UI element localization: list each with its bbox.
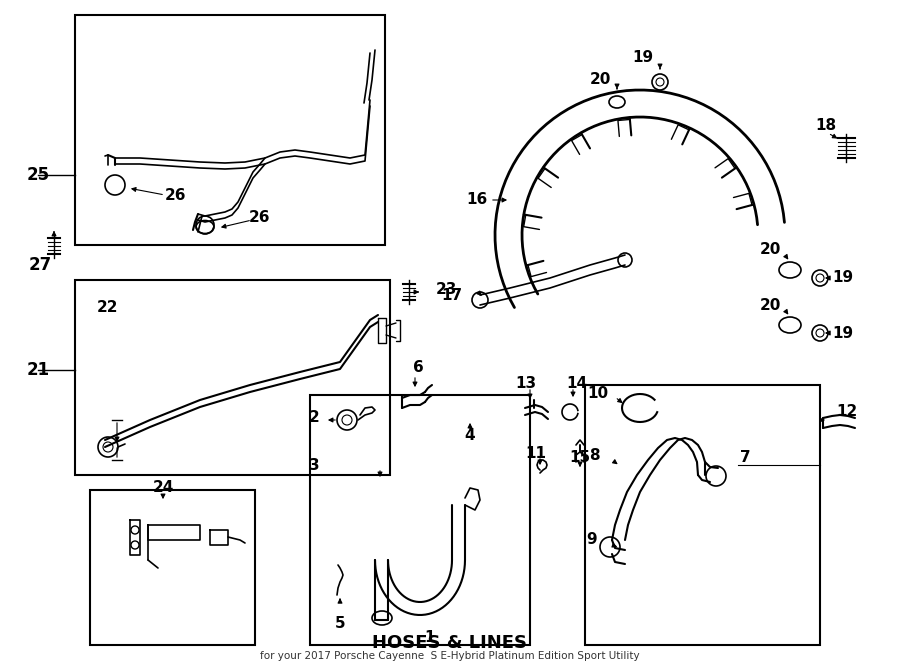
Text: 21: 21 [26, 361, 50, 379]
Text: 23: 23 [436, 282, 457, 297]
Text: 8: 8 [590, 447, 600, 463]
Text: 9: 9 [587, 533, 597, 547]
Text: 15: 15 [570, 451, 590, 465]
Text: 14: 14 [566, 375, 588, 391]
Bar [90, 490, 255, 645]
Text: 25: 25 [26, 166, 50, 184]
Text: 26: 26 [249, 210, 271, 225]
Text: 19: 19 [633, 50, 653, 65]
Text: 7: 7 [740, 451, 751, 465]
Bar [75, 15, 385, 245]
Text: 20: 20 [760, 299, 780, 313]
Text: 26: 26 [164, 188, 185, 202]
Bar [310, 395, 530, 645]
Text: 1: 1 [425, 631, 436, 646]
Text: 11: 11 [526, 446, 546, 461]
Text: 20: 20 [590, 73, 611, 87]
Text: 19: 19 [832, 325, 853, 340]
Text: 13: 13 [516, 375, 536, 391]
Text: 27: 27 [29, 256, 51, 274]
Text: 12: 12 [836, 405, 857, 420]
Text: 3: 3 [310, 457, 320, 473]
Text: 6: 6 [412, 360, 423, 375]
Text: 18: 18 [815, 118, 837, 134]
Text: 17: 17 [441, 288, 462, 303]
Text: for your 2017 Porsche Cayenne  S E-Hybrid Platinum Edition Sport Utility: for your 2017 Porsche Cayenne S E-Hybrid… [260, 651, 640, 661]
Text: 16: 16 [467, 192, 488, 208]
Text: HOSES & LINES: HOSES & LINES [373, 634, 527, 652]
Bar [585, 385, 820, 645]
Text: 4: 4 [464, 428, 475, 442]
Text: 10: 10 [587, 387, 608, 401]
Text: 19: 19 [832, 270, 853, 286]
Text: 20: 20 [760, 243, 780, 258]
Text: 2: 2 [310, 410, 320, 426]
Text: 22: 22 [97, 301, 119, 315]
Bar [75, 280, 390, 475]
Text: 24: 24 [152, 481, 174, 496]
Text: 5: 5 [335, 615, 346, 631]
